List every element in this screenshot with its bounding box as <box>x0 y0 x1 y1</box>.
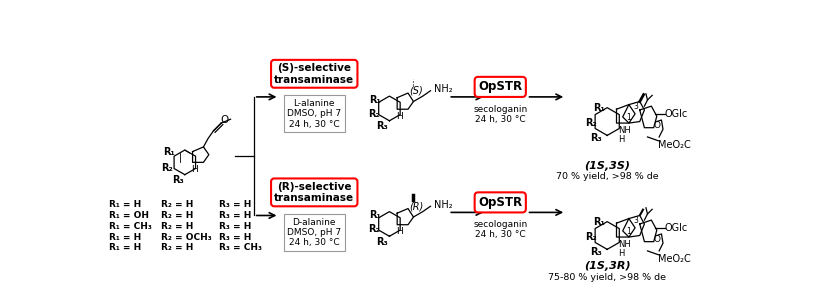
Text: OGlc: OGlc <box>664 109 688 119</box>
Text: NH₂: NH₂ <box>434 84 453 94</box>
Text: (S): (S) <box>410 86 423 96</box>
Text: L-alanine
DMSO, pH 7
24 h, 30 °C: L-alanine DMSO, pH 7 24 h, 30 °C <box>287 99 341 129</box>
Text: R₂: R₂ <box>161 163 173 173</box>
Text: OpSTR: OpSTR <box>478 196 522 209</box>
Text: R₂ = H: R₂ = H <box>160 222 193 231</box>
Text: NH₂: NH₂ <box>434 200 453 210</box>
Text: R₃: R₃ <box>590 247 601 257</box>
Text: H: H <box>396 227 403 236</box>
Text: secologanin
24 h, 30 °C: secologanin 24 h, 30 °C <box>473 105 528 124</box>
Text: 70 % yield, >98 % de: 70 % yield, >98 % de <box>556 173 659 181</box>
Text: R₂: R₂ <box>368 224 380 234</box>
Text: R₁ = H: R₁ = H <box>109 200 141 209</box>
Text: R₁: R₁ <box>370 95 381 105</box>
Text: 3: 3 <box>633 102 638 111</box>
Text: R₁ = H: R₁ = H <box>109 232 141 242</box>
Text: R₃ = H: R₃ = H <box>219 232 251 242</box>
Text: H: H <box>192 165 198 174</box>
Text: R₁: R₁ <box>593 217 605 227</box>
Text: R₂ = OCH₃: R₂ = OCH₃ <box>160 232 212 242</box>
Text: (R)-selective
transaminase: (R)-selective transaminase <box>274 181 354 203</box>
Text: R₃: R₃ <box>172 175 184 185</box>
Text: MeO₂C: MeO₂C <box>659 140 691 150</box>
Text: D-alanine
DMSO, pH 7
24 h, 30 °C: D-alanine DMSO, pH 7 24 h, 30 °C <box>287 218 341 247</box>
Text: R₂ = H: R₂ = H <box>160 243 193 252</box>
Text: (1S,3S): (1S,3S) <box>584 161 630 171</box>
Text: R₃ = H: R₃ = H <box>219 200 251 209</box>
Text: R₁ = OH: R₁ = OH <box>109 211 149 220</box>
Text: 75-80 % yield, >98 % de: 75-80 % yield, >98 % de <box>549 273 666 282</box>
Text: O: O <box>654 121 660 130</box>
Text: (S)-selective
transaminase: (S)-selective transaminase <box>274 63 354 85</box>
Text: 3: 3 <box>633 216 638 225</box>
Text: R₃ = CH₃: R₃ = CH₃ <box>219 243 262 252</box>
Text: O: O <box>220 115 228 125</box>
Text: R₁: R₁ <box>164 147 176 157</box>
Text: OGlc: OGlc <box>664 223 688 233</box>
Text: R₃ = H: R₃ = H <box>219 211 251 220</box>
Text: R₃: R₃ <box>375 237 387 247</box>
Text: 1: 1 <box>627 113 632 122</box>
Text: R₁ = CH₃: R₁ = CH₃ <box>109 222 152 231</box>
Text: R₃: R₃ <box>590 134 601 143</box>
Text: H: H <box>396 112 403 121</box>
Text: secologanin
24 h, 30 °C: secologanin 24 h, 30 °C <box>473 220 528 239</box>
Text: R₂ = H: R₂ = H <box>160 200 193 209</box>
Text: MeO₂C: MeO₂C <box>659 254 691 264</box>
Text: R₃ = H: R₃ = H <box>219 222 251 231</box>
Text: R₂: R₂ <box>368 109 380 119</box>
Text: R₃: R₃ <box>375 121 387 131</box>
Text: (R): (R) <box>409 201 423 211</box>
Text: H: H <box>618 135 624 144</box>
Text: R₁: R₁ <box>593 103 605 114</box>
Text: OpSTR: OpSTR <box>478 80 522 93</box>
Text: R₂: R₂ <box>585 118 596 128</box>
Text: R₂ = H: R₂ = H <box>160 211 193 220</box>
Text: R₂: R₂ <box>585 232 596 242</box>
Text: R₁ = H: R₁ = H <box>109 243 141 252</box>
Text: R₁: R₁ <box>370 211 381 220</box>
Text: 1: 1 <box>627 227 632 236</box>
Text: NH: NH <box>618 240 631 249</box>
Text: O: O <box>654 235 660 244</box>
Text: (1S,3R): (1S,3R) <box>584 261 631 271</box>
Text: NH: NH <box>618 126 631 135</box>
Text: H: H <box>618 249 624 258</box>
